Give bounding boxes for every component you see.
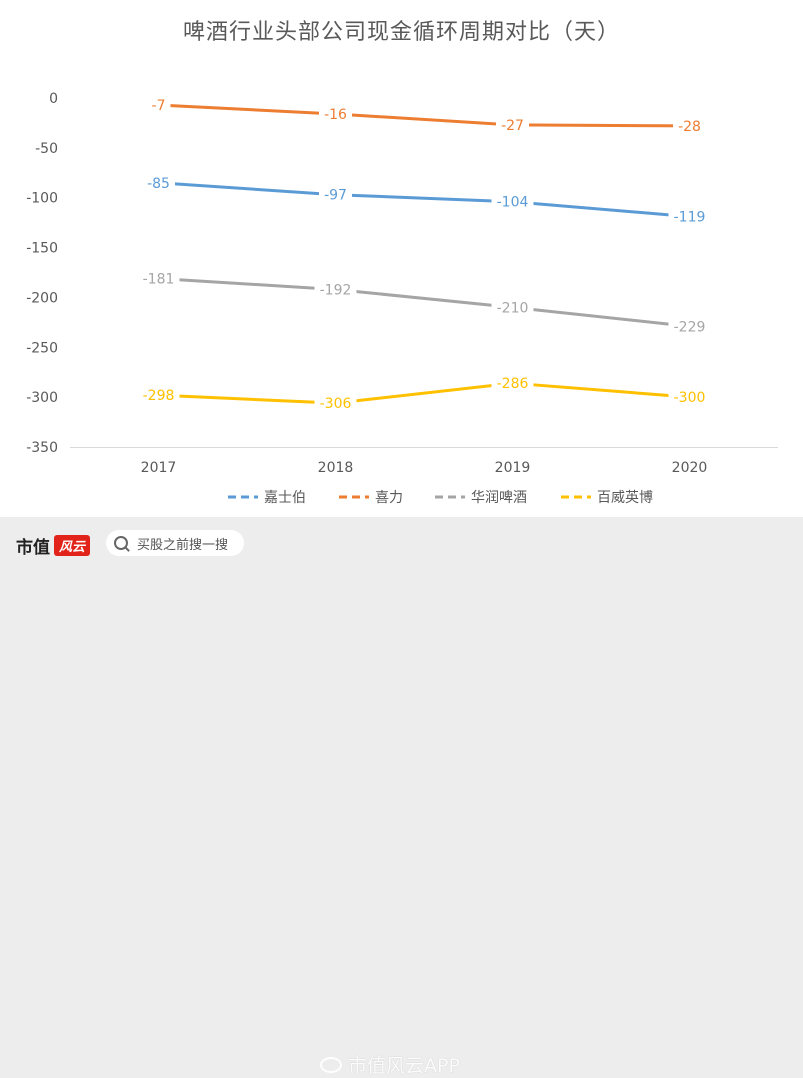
y-tick-label: -250 (26, 340, 58, 356)
y-tick-label: -150 (26, 241, 58, 257)
series-line (157, 381, 691, 405)
data-label: -7 (152, 98, 166, 114)
data-label: -104 (497, 195, 529, 211)
data-label: -306 (320, 396, 352, 412)
data-label-bg (319, 184, 352, 205)
brand-badge: 风云 (54, 535, 91, 556)
search-input[interactable]: 买股之前搜一搜 (106, 530, 244, 556)
y-tick-label: -50 (35, 141, 58, 157)
x-tick-label: 2020 (672, 460, 708, 476)
data-label-bg (668, 387, 711, 408)
data-label: -16 (324, 107, 347, 123)
y-tick-label: -350 (26, 440, 58, 456)
data-label: -119 (674, 210, 706, 226)
series-line (157, 181, 691, 219)
data-label: -85 (147, 176, 170, 192)
data-label: -28 (678, 119, 701, 135)
search-placeholder: 买股之前搜一搜 (137, 537, 229, 553)
series-line (157, 103, 691, 128)
x-tick-label: 2017 (141, 460, 177, 476)
data-label-bg (491, 373, 534, 394)
weibo-icon (320, 1056, 342, 1073)
data-label: -192 (320, 282, 352, 298)
y-tick-label: -200 (26, 290, 58, 306)
data-label-bg (146, 94, 171, 115)
data-label-bg (496, 114, 529, 135)
data-label-bg (491, 191, 534, 212)
series-line (157, 276, 691, 328)
data-label-bg (314, 393, 357, 414)
x-tick-label: 2019 (495, 460, 531, 476)
data-label-bg (668, 316, 711, 337)
legend-label: 华润啤酒 (471, 490, 527, 506)
search-icon (114, 536, 128, 550)
data-label-bg (673, 115, 706, 136)
legend-label: 嘉士伯 (264, 490, 306, 506)
y-tick-label: -300 (26, 390, 58, 406)
weibo-watermark: 市值风云APP (320, 1051, 460, 1078)
data-label-bg (668, 206, 711, 227)
chart-card: 啤酒行业头部公司现金循环周期对比（天） 0 -50 -100 -150 -200 -250… (0, 0, 803, 517)
y-tick-label: -100 (26, 191, 58, 207)
y-tick-label: 0 (49, 91, 58, 107)
data-label-bg (319, 103, 352, 124)
data-label-bg (142, 172, 175, 193)
data-label: -27 (501, 118, 524, 134)
legend-label: 百威英博 (597, 489, 653, 506)
data-label-bg (137, 385, 180, 406)
data-label-bg (491, 297, 534, 318)
watermark-text: 市值风云APP (348, 1055, 460, 1077)
data-label: -286 (497, 376, 529, 392)
data-label: -210 (497, 300, 529, 316)
data-label-bg (137, 268, 180, 289)
data-label: -298 (143, 388, 175, 404)
data-label: -300 (674, 390, 706, 406)
chart-title: 啤酒行业头部公司现金循环周期对比（天） (182, 20, 620, 45)
x-tick-label: 2018 (318, 460, 354, 476)
data-label: -229 (674, 319, 706, 335)
footer-bar: 市值 风云 买股之前搜一搜 市值风云APP (0, 517, 803, 1077)
data-label: -181 (143, 271, 175, 287)
data-label-bg (314, 279, 357, 300)
brand-logo[interactable]: 市值 风云 (16, 533, 91, 558)
brand-text: 市值 (16, 538, 50, 558)
legend-label: 喜力 (375, 490, 403, 506)
data-label: -97 (324, 188, 347, 204)
line-chart: 0 -50 -100 -150 -200 -250 -300 -350 2017 2018 2019… (26, 91, 778, 506)
